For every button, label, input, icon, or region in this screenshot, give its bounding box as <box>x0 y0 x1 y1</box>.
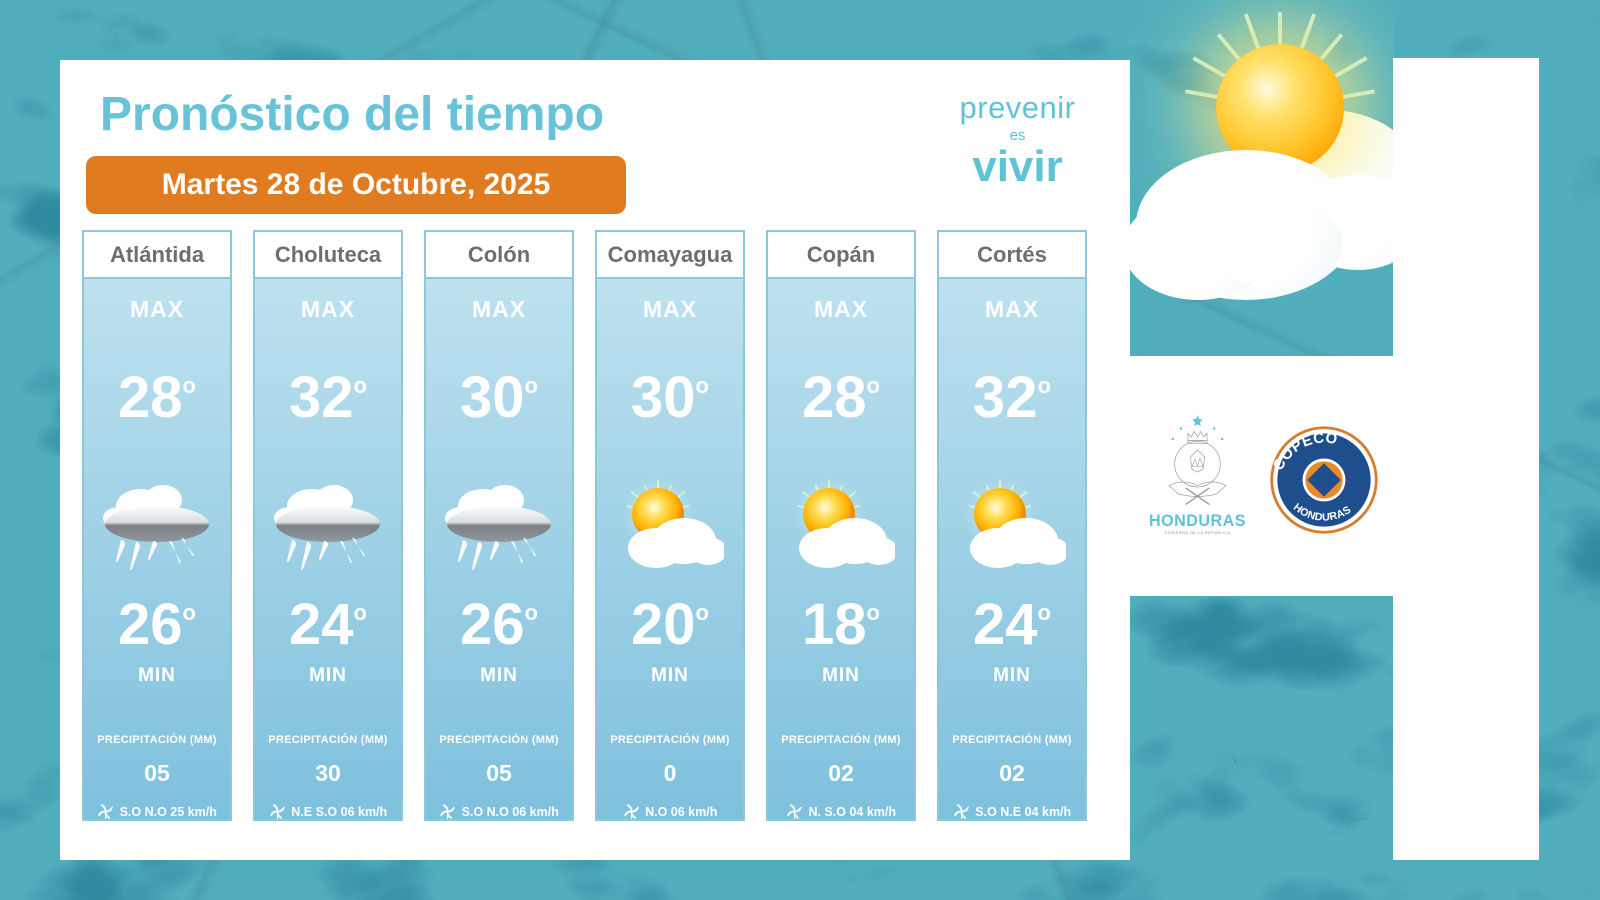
svg-text:GOBIERNO DE LA REPÚBLICA: GOBIERNO DE LA REPÚBLICA <box>1164 530 1230 535</box>
svg-text:HONDURAS: HONDURAS <box>1150 512 1245 530</box>
